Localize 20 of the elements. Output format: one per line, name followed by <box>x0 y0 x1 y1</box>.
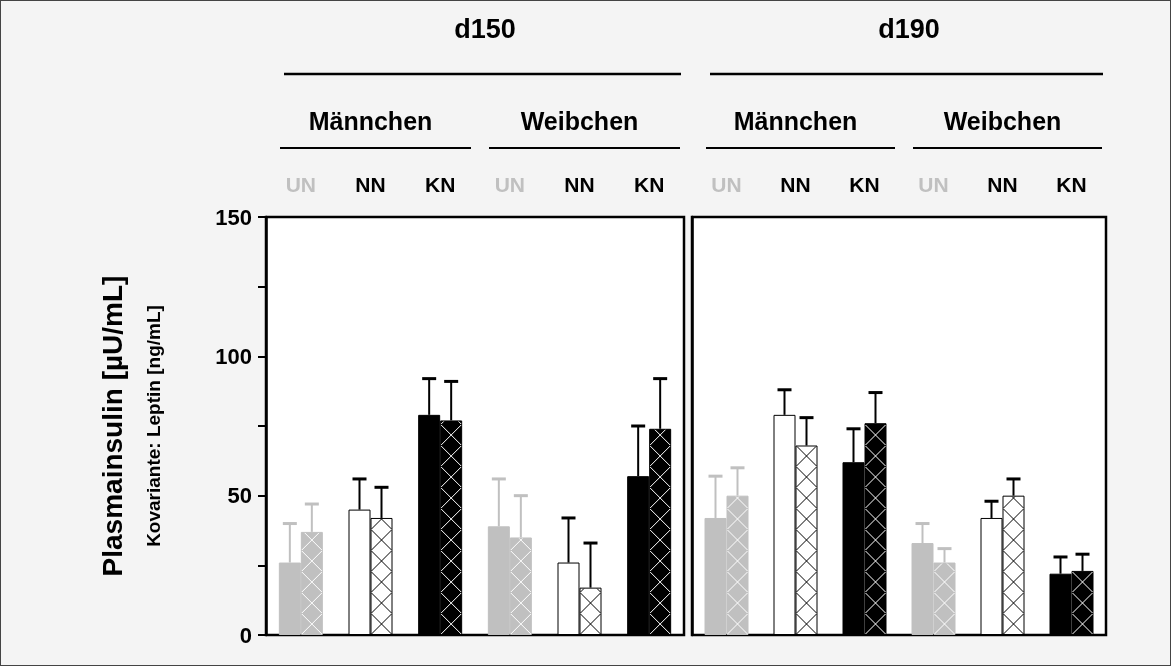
chart-title: d190 <box>878 14 940 44</box>
y-tick-label: 150 <box>215 204 252 230</box>
text: Kovariante: Leptin [ng/mL] <box>142 305 164 547</box>
x-tick-label: KN <box>1056 173 1087 196</box>
x-tick-label: NN <box>564 173 595 196</box>
x-tick-label: KN <box>633 173 665 196</box>
y-axis-title: Plasmainsulin [µU/mL] <box>96 275 128 577</box>
x-tick-label: KN <box>424 173 456 196</box>
text: Weibchen <box>520 107 639 135</box>
x-tick-label: KN <box>849 173 880 196</box>
y-tick-label: 0 <box>239 622 252 648</box>
x-tick-label: NN <box>355 173 386 196</box>
y-tick-label: 100 <box>215 343 252 369</box>
text: Weibchen <box>943 107 1062 135</box>
text: Männchen <box>308 107 433 135</box>
chart-title: d150 <box>454 14 516 44</box>
text: Männchen <box>733 107 858 135</box>
x-tick-label: NN <box>780 173 811 196</box>
y-tick-label: 50 <box>227 483 252 509</box>
x-tick-label: NN <box>987 173 1018 196</box>
